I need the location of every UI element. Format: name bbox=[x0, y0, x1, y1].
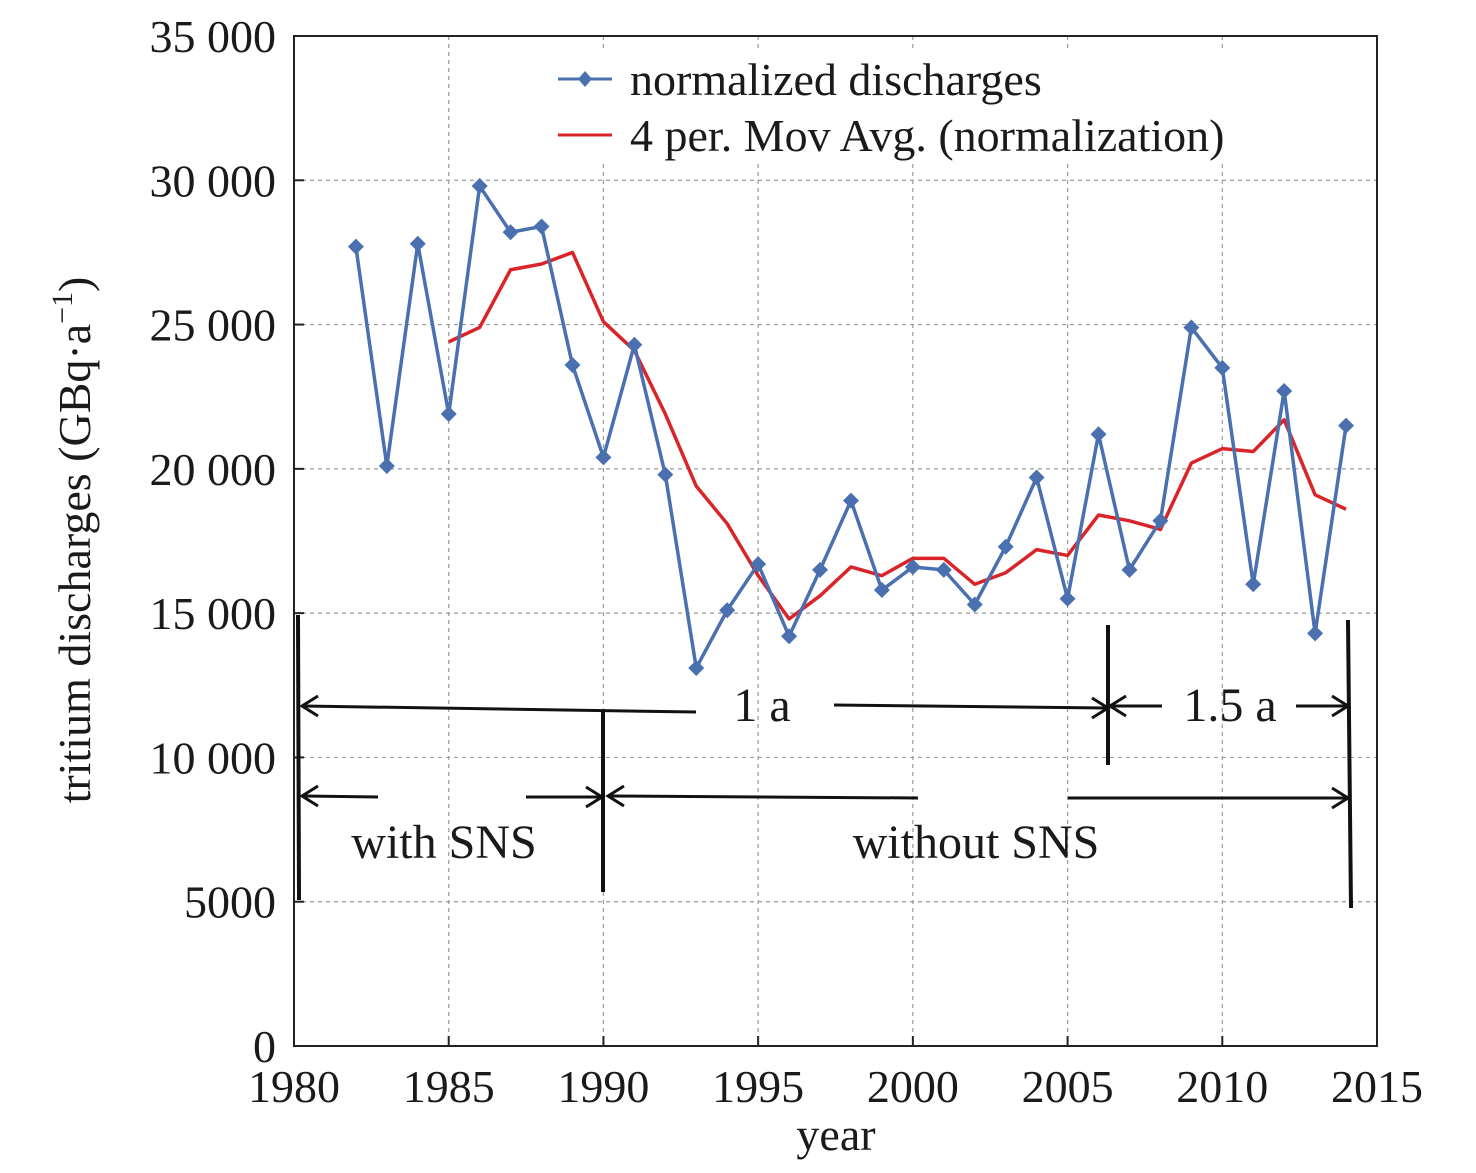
axes bbox=[293, 35, 1378, 1047]
y-axis-title-main: tritium discharges (GBq·a bbox=[49, 324, 100, 804]
x-axis-tick-labels: 1980 1985 1990 1995 2000 2005 2010 2015 bbox=[248, 1061, 1423, 1112]
arrowhead-1a-right bbox=[1091, 696, 1111, 720]
x-tick-label-2000: 2000 bbox=[867, 1061, 959, 1112]
data-point-2005 bbox=[1059, 590, 1076, 607]
data-point-2007 bbox=[1121, 561, 1138, 578]
bracket-tick-1980 bbox=[296, 614, 301, 901]
period-annotations bbox=[296, 614, 1353, 909]
data-point-2011 bbox=[1245, 576, 1262, 593]
data-point-1996 bbox=[781, 628, 798, 645]
data-point-1991 bbox=[626, 336, 643, 353]
y-tick-label-10000: 10 000 bbox=[150, 732, 277, 783]
data-point-1992 bbox=[657, 466, 674, 483]
legend-label-moving-average: 4 per. Mov Avg. (normalization) bbox=[630, 110, 1224, 161]
y-tick-label-5000: 5000 bbox=[184, 877, 276, 928]
legend-background bbox=[548, 52, 1356, 164]
data-point-2004 bbox=[1028, 469, 1045, 486]
legend-label-normalized: normalized discharges bbox=[630, 54, 1042, 105]
arrowhead-with-sns-left bbox=[299, 784, 319, 808]
y-axis-title-close: ) bbox=[49, 277, 100, 292]
data-point-2014 bbox=[1338, 417, 1355, 434]
y-axis-tick-labels: 0 5000 10 000 15 000 20 000 25 000 30 000 35 00… bbox=[150, 11, 277, 1072]
y-axis-title-superscript: −1 bbox=[46, 292, 79, 324]
annotation-with-sns: with SNS bbox=[351, 816, 536, 869]
data-point-1989 bbox=[564, 356, 581, 373]
x-tick-label-2015: 2015 bbox=[1331, 1061, 1423, 1112]
data-point-2013 bbox=[1307, 625, 1324, 642]
arrowhead-without-sns-left bbox=[605, 784, 625, 808]
annotation-1a: 1 a bbox=[733, 679, 790, 732]
data-point-2003 bbox=[997, 538, 1014, 555]
data-point-1997 bbox=[812, 561, 829, 578]
legend: normalized discharges 4 per. Mov Avg. (n… bbox=[548, 52, 1356, 164]
annotation-without-sns: without SNS bbox=[853, 816, 1100, 869]
x-tick-label-1985: 1985 bbox=[403, 1061, 495, 1112]
data-point-1982 bbox=[347, 238, 364, 255]
data-point-1990 bbox=[595, 449, 612, 466]
series-line-normalized bbox=[354, 184, 1348, 670]
arrowhead-1a-left bbox=[299, 694, 319, 718]
y-axis-title: tritium discharges (GBq·a−1) bbox=[46, 277, 100, 804]
arrow-1a-right-shaft bbox=[833, 703, 1107, 710]
arrowhead-15a-right bbox=[1331, 694, 1351, 718]
data-point-2002 bbox=[966, 596, 983, 613]
data-point-1985 bbox=[440, 406, 457, 423]
y-tick-label-0: 0 bbox=[253, 1021, 276, 1072]
y-tick-label-20000: 20 000 bbox=[150, 444, 277, 495]
data-point-1993 bbox=[688, 659, 705, 676]
series-line-moving-average bbox=[447, 250, 1347, 621]
data-point-1995 bbox=[750, 556, 767, 573]
arrowhead-without-sns-right bbox=[1331, 786, 1351, 810]
x-tick-label-2005: 2005 bbox=[1022, 1061, 1114, 1112]
legend-marker-normalized bbox=[578, 71, 592, 87]
x-tick-label-2010: 2010 bbox=[1176, 1061, 1268, 1112]
data-point-1987 bbox=[502, 224, 519, 241]
x-tick-label-1990: 1990 bbox=[557, 1061, 649, 1112]
plot-frame bbox=[293, 35, 1378, 1047]
arrow-without-sns-left-shaft bbox=[609, 794, 919, 800]
data-point-2008 bbox=[1152, 512, 1169, 529]
x-axis-title: year bbox=[796, 1109, 875, 1160]
x-tick-label-1980: 1980 bbox=[248, 1061, 340, 1112]
data-point-1988 bbox=[533, 218, 550, 235]
data-point-2012 bbox=[1276, 382, 1293, 399]
data-point-2000 bbox=[904, 558, 921, 575]
data-point-2001 bbox=[935, 561, 952, 578]
arrow-1a-left-shaft bbox=[303, 704, 697, 714]
bracket-tick-2014 bbox=[1346, 619, 1353, 909]
data-point-1999 bbox=[873, 582, 890, 599]
arrowhead-15a-left bbox=[1107, 694, 1127, 718]
data-point-1998 bbox=[842, 492, 859, 509]
series-layer bbox=[347, 178, 1355, 676]
data-point-1983 bbox=[378, 457, 395, 474]
arrowhead-with-sns-right bbox=[585, 785, 605, 809]
y-tick-label-35000: 35 000 bbox=[150, 11, 277, 62]
annotation-1-5a: 1.5 a bbox=[1183, 679, 1276, 732]
y-tick-label-25000: 25 000 bbox=[150, 300, 277, 351]
x-tick-label-1995: 1995 bbox=[712, 1061, 804, 1112]
data-point-1986 bbox=[471, 178, 488, 195]
gridlines bbox=[294, 36, 1377, 1046]
data-point-1994 bbox=[719, 602, 736, 619]
data-point-2010 bbox=[1214, 359, 1231, 376]
y-tick-label-30000: 30 000 bbox=[150, 155, 277, 206]
data-point-1984 bbox=[409, 235, 426, 252]
data-point-2009 bbox=[1183, 319, 1200, 336]
y-tick-label-15000: 15 000 bbox=[150, 588, 277, 639]
arrow-with-sns-left-shaft bbox=[303, 794, 379, 799]
data-point-2006 bbox=[1090, 426, 1107, 443]
